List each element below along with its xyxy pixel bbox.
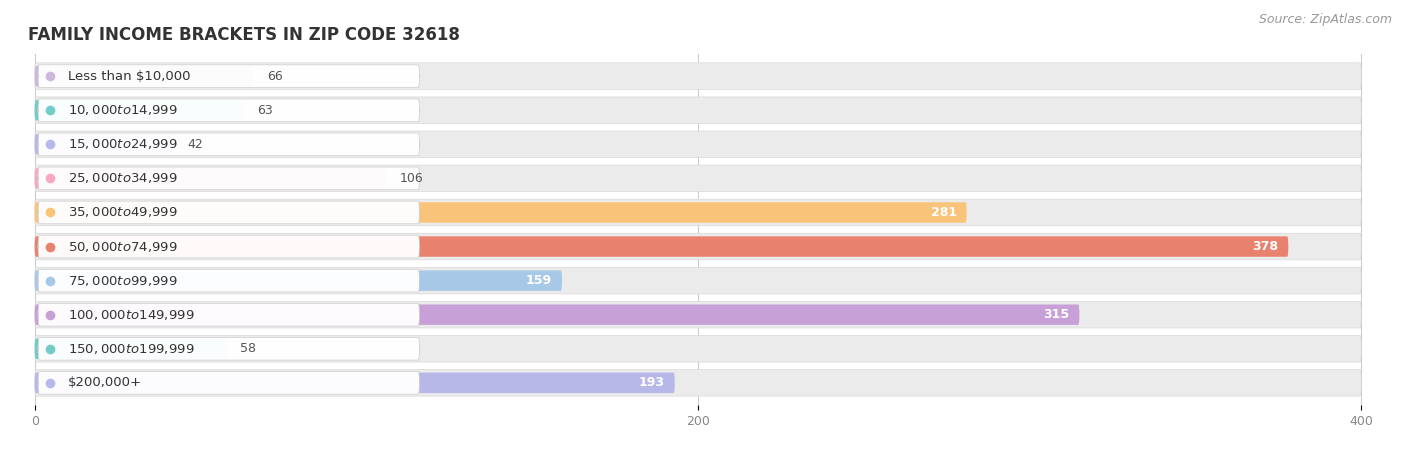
Text: 159: 159 — [526, 274, 553, 287]
Text: 42: 42 — [187, 138, 202, 151]
FancyBboxPatch shape — [38, 201, 419, 224]
FancyBboxPatch shape — [35, 165, 1361, 192]
FancyBboxPatch shape — [35, 100, 243, 121]
FancyBboxPatch shape — [35, 302, 1361, 328]
Text: 315: 315 — [1043, 308, 1070, 321]
Text: 281: 281 — [931, 206, 956, 219]
FancyBboxPatch shape — [35, 373, 675, 393]
FancyBboxPatch shape — [35, 199, 1361, 226]
Text: 63: 63 — [257, 104, 273, 117]
FancyBboxPatch shape — [38, 167, 419, 190]
FancyBboxPatch shape — [35, 236, 1288, 257]
Text: 193: 193 — [638, 376, 665, 389]
Text: $50,000 to $74,999: $50,000 to $74,999 — [67, 239, 177, 253]
FancyBboxPatch shape — [38, 235, 419, 258]
FancyBboxPatch shape — [38, 65, 419, 87]
FancyBboxPatch shape — [38, 269, 419, 292]
Text: FAMILY INCOME BRACKETS IN ZIP CODE 32618: FAMILY INCOME BRACKETS IN ZIP CODE 32618 — [28, 26, 460, 44]
Text: 378: 378 — [1253, 240, 1278, 253]
FancyBboxPatch shape — [35, 134, 174, 154]
FancyBboxPatch shape — [35, 233, 1361, 260]
Text: $150,000 to $199,999: $150,000 to $199,999 — [67, 342, 194, 356]
Text: $35,000 to $49,999: $35,000 to $49,999 — [67, 206, 177, 220]
Text: $75,000 to $99,999: $75,000 to $99,999 — [67, 274, 177, 288]
FancyBboxPatch shape — [35, 97, 1361, 123]
FancyBboxPatch shape — [35, 305, 1080, 325]
FancyBboxPatch shape — [35, 66, 253, 86]
FancyBboxPatch shape — [35, 63, 1361, 90]
Text: Source: ZipAtlas.com: Source: ZipAtlas.com — [1258, 14, 1392, 27]
FancyBboxPatch shape — [35, 338, 228, 359]
FancyBboxPatch shape — [35, 202, 967, 223]
Text: 66: 66 — [267, 70, 283, 83]
FancyBboxPatch shape — [38, 338, 419, 360]
FancyBboxPatch shape — [35, 270, 562, 291]
Text: $15,000 to $24,999: $15,000 to $24,999 — [67, 137, 177, 151]
Text: Less than $10,000: Less than $10,000 — [67, 70, 190, 83]
Text: $25,000 to $34,999: $25,000 to $34,999 — [67, 171, 177, 185]
Text: $100,000 to $149,999: $100,000 to $149,999 — [67, 308, 194, 322]
FancyBboxPatch shape — [38, 133, 419, 156]
Text: $10,000 to $14,999: $10,000 to $14,999 — [67, 103, 177, 117]
FancyBboxPatch shape — [38, 303, 419, 326]
Text: 58: 58 — [240, 342, 256, 355]
FancyBboxPatch shape — [35, 369, 1361, 396]
Text: 106: 106 — [399, 172, 423, 185]
FancyBboxPatch shape — [35, 131, 1361, 158]
FancyBboxPatch shape — [35, 267, 1361, 294]
FancyBboxPatch shape — [38, 372, 419, 394]
FancyBboxPatch shape — [38, 99, 419, 122]
FancyBboxPatch shape — [35, 336, 1361, 362]
Text: $200,000+: $200,000+ — [67, 376, 142, 389]
FancyBboxPatch shape — [35, 168, 387, 189]
